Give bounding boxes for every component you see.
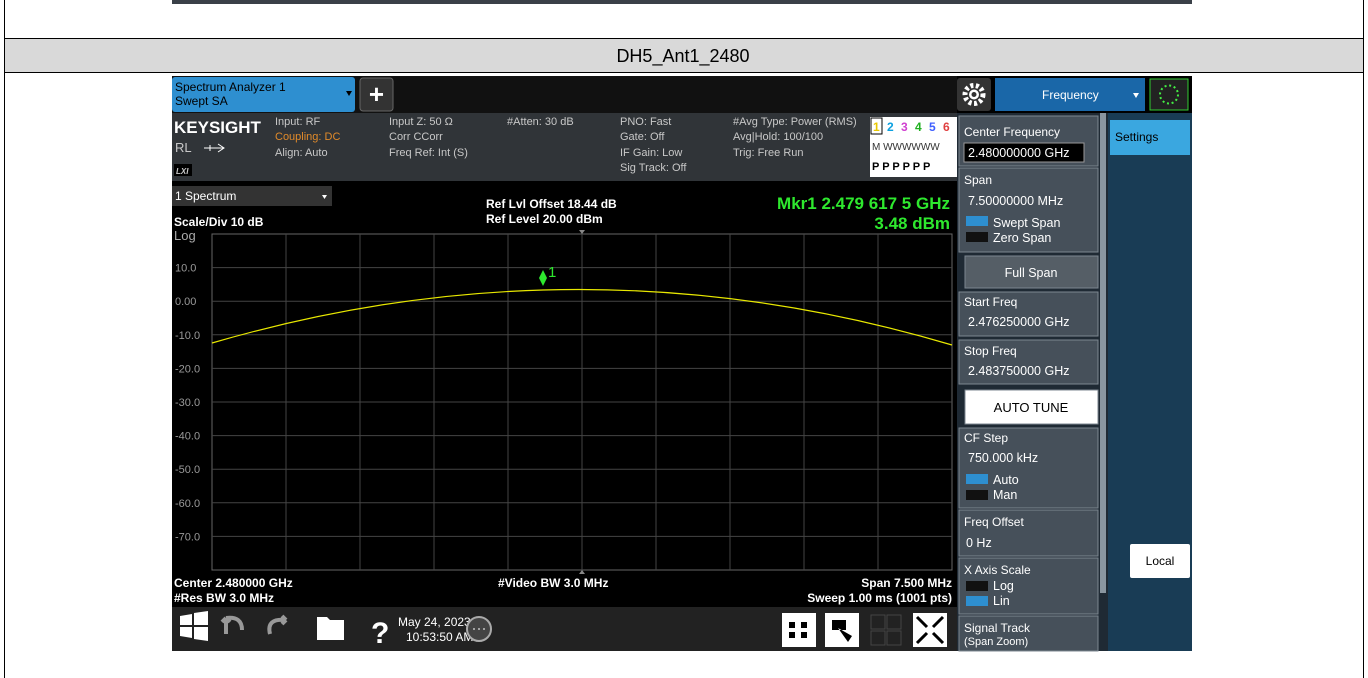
menu-item: Span xyxy=(964,173,992,187)
radio-off[interactable] xyxy=(966,581,988,591)
y-tick-label: -30.0 xyxy=(175,397,200,409)
sweep: Sweep 1.00 ms (1001 pts) xyxy=(807,591,952,605)
option: Auto xyxy=(993,473,1019,487)
ref-level: Ref Level 20.00 dBm xyxy=(486,212,603,226)
value: 2.480000000 GHz xyxy=(968,146,1069,160)
scale: Scale/Div 10 dB xyxy=(174,215,264,229)
layout-icon[interactable] xyxy=(782,613,816,647)
option: Log xyxy=(993,579,1014,593)
info-text: Avg|Hold: 100/100 xyxy=(733,131,823,143)
radio-off[interactable] xyxy=(966,232,988,242)
window-label: 1 Spectrum xyxy=(175,189,236,203)
res-bw: #Res BW 3.0 MHz xyxy=(174,591,274,605)
trace-number: 2 xyxy=(887,120,894,134)
center: Center 2.480000 GHz xyxy=(174,576,293,590)
y-tick-label: -10.0 xyxy=(175,330,200,342)
value: 2.476250000 GHz xyxy=(968,315,1069,329)
option: Zero Span xyxy=(993,231,1051,245)
info-text: Input Z: 50 Ω xyxy=(389,116,453,128)
span: Span 7.500 MHz xyxy=(861,576,952,590)
trace-number: 5 xyxy=(929,120,936,134)
menu-item: X Axis Scale xyxy=(964,563,1031,577)
tab-subtitle: Swept SA xyxy=(175,94,228,108)
header-title: DH5_Ant1_2480 xyxy=(616,46,749,67)
log: Log xyxy=(174,228,196,243)
y-tick-label: -70.0 xyxy=(175,531,200,543)
video-bw: #Video BW 3.0 MHz xyxy=(498,576,608,590)
settings-label: Settings xyxy=(1115,130,1158,144)
menu-item: Freq Offset xyxy=(964,515,1024,529)
trace-number: 1 xyxy=(873,120,880,134)
info-text: Sig Track: Off xyxy=(620,162,687,174)
screenshot: Spectrum Analyzer 1 Swept SA + Frequency… xyxy=(172,76,1192,651)
menu-item: Start Freq xyxy=(964,295,1017,309)
value: 0 Hz xyxy=(966,536,992,550)
info-text: Coupling: DC xyxy=(275,131,340,143)
info-text: #Atten: 30 dB xyxy=(507,116,574,128)
button-label[interactable]: AUTO TUNE xyxy=(994,400,1069,415)
menu-item: Signal Track xyxy=(964,621,1031,635)
ref-offset: Ref Lvl Offset 18.44 dB xyxy=(486,197,617,211)
menu-item: Center Frequency xyxy=(964,125,1060,139)
info-text: Align: Auto xyxy=(275,147,328,159)
marker-label: 1 xyxy=(548,264,556,281)
info-text: #Avg Type: Power (RMS) xyxy=(733,116,857,128)
trace-number: 3 xyxy=(901,120,908,134)
y-tick-label: -50.0 xyxy=(175,464,200,476)
gear-icon xyxy=(972,92,977,97)
radio-on[interactable] xyxy=(966,474,988,484)
menu-item: (Span Zoom) xyxy=(964,636,1028,648)
detectors: P P P P P P xyxy=(872,161,930,173)
y-tick-label: -60.0 xyxy=(175,498,200,510)
value: 7.50000000 MHz xyxy=(968,194,1063,208)
page: DH5_Ant1_2480 Spectrum Analyzer 1 Swept … xyxy=(0,0,1368,678)
tab-title: Spectrum Analyzer 1 xyxy=(175,80,286,94)
scrollbar xyxy=(1100,113,1106,593)
local-label: Local xyxy=(1146,554,1175,568)
info-text: PNO: Fast xyxy=(620,116,671,128)
trace-types: M WWWWWW xyxy=(872,142,940,153)
info-text: Freq Ref: Int (S) xyxy=(389,147,468,159)
button-label[interactable]: Full Span xyxy=(1005,266,1058,280)
radio-off[interactable] xyxy=(966,490,988,500)
menu-item: CF Step xyxy=(964,431,1008,445)
prev-image-edge xyxy=(172,0,1192,4)
y-tick-label: 0.00 xyxy=(175,296,196,308)
marker-level: 3.48 dBm xyxy=(874,214,950,233)
radio-on[interactable] xyxy=(966,216,988,226)
info-text: Gate: Off xyxy=(620,131,665,143)
info-text: Trig: Free Run xyxy=(733,147,804,159)
info-text: Input: RF xyxy=(275,116,321,128)
folder-icon[interactable] xyxy=(317,617,344,640)
y-tick-label: -40.0 xyxy=(175,431,200,443)
help-icon[interactable]: ? xyxy=(371,617,389,650)
lxi: LXI xyxy=(176,167,189,176)
activity-icon[interactable] xyxy=(1150,79,1188,110)
value: 750.000 kHz xyxy=(968,451,1038,465)
add-label: + xyxy=(369,79,384,109)
time: 10:53:50 AM xyxy=(406,630,473,644)
trace-number: 4 xyxy=(915,120,922,134)
marker-freq: Mkr1 2.479 617 5 GHz xyxy=(777,194,950,213)
info-text: Corr CCorr xyxy=(389,131,443,143)
trace-number: 6 xyxy=(943,120,950,134)
brand: KEYSIGHT xyxy=(174,118,262,137)
y-tick-label: -20.0 xyxy=(175,363,200,375)
value: 2.483750000 GHz xyxy=(968,364,1069,378)
option: Swept Span xyxy=(993,216,1060,230)
radio-on[interactable] xyxy=(966,596,988,606)
menu-label: Frequency xyxy=(1042,88,1099,102)
option: Man xyxy=(993,488,1017,502)
option: Lin xyxy=(993,594,1010,608)
menu-item: Stop Freq xyxy=(964,344,1017,358)
date: May 24, 2023 xyxy=(398,615,471,629)
y-tick-label: 10.0 xyxy=(175,263,196,275)
info-text: IF Gain: Low xyxy=(620,147,682,159)
rl: RL xyxy=(175,140,192,155)
